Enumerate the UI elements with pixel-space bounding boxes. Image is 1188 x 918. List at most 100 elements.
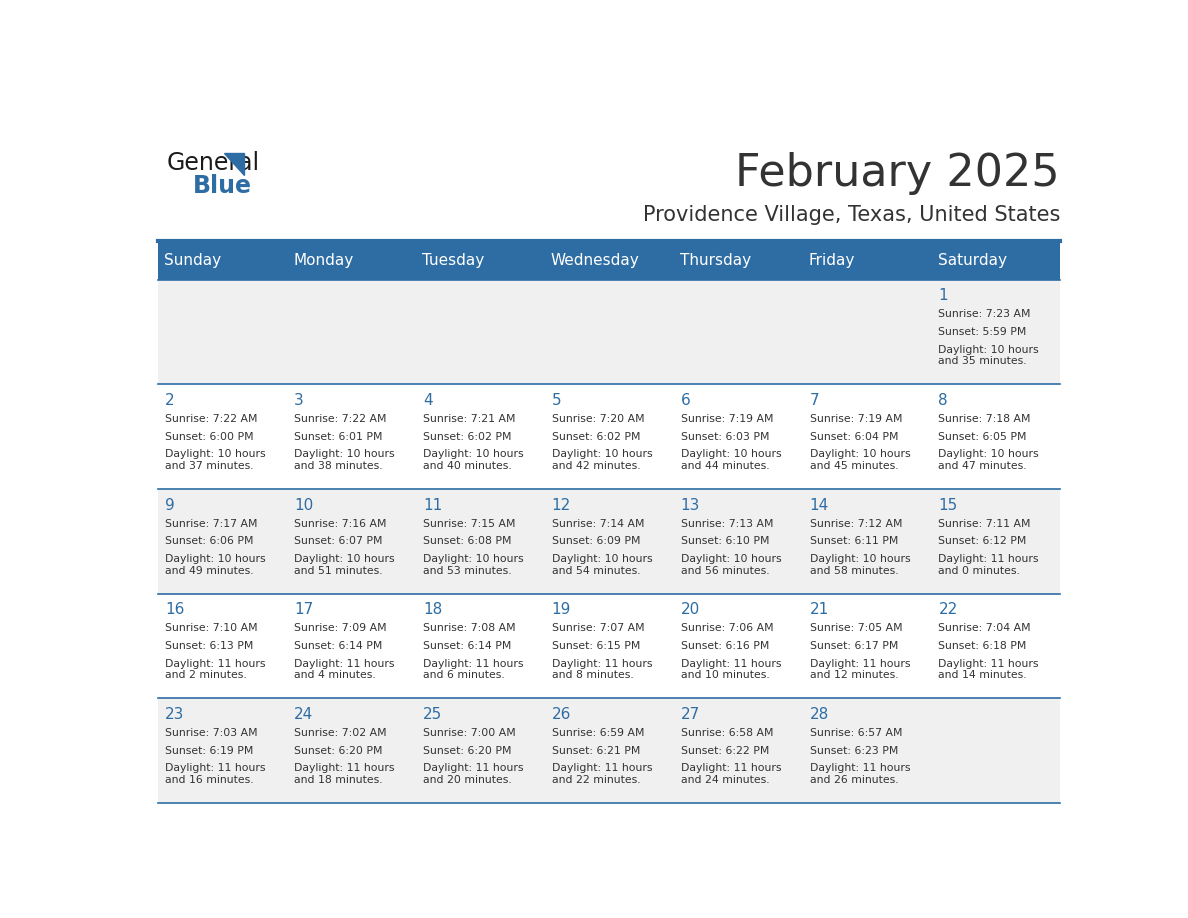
Bar bbox=[158, 385, 1060, 489]
Text: Sunset: 6:16 PM: Sunset: 6:16 PM bbox=[681, 641, 769, 651]
Text: Sunset: 6:08 PM: Sunset: 6:08 PM bbox=[423, 536, 511, 546]
Text: Sunset: 6:12 PM: Sunset: 6:12 PM bbox=[939, 536, 1026, 546]
Bar bbox=[158, 699, 1060, 803]
Text: Daylight: 11 hours
and 6 minutes.: Daylight: 11 hours and 6 minutes. bbox=[423, 659, 524, 680]
Text: Daylight: 11 hours
and 14 minutes.: Daylight: 11 hours and 14 minutes. bbox=[939, 659, 1040, 680]
Text: Sunrise: 7:13 AM: Sunrise: 7:13 AM bbox=[681, 519, 773, 529]
Text: Sunset: 6:14 PM: Sunset: 6:14 PM bbox=[293, 641, 383, 651]
Text: 16: 16 bbox=[165, 602, 184, 617]
Text: Sunset: 6:21 PM: Sunset: 6:21 PM bbox=[551, 745, 640, 756]
Text: Sunrise: 7:19 AM: Sunrise: 7:19 AM bbox=[809, 414, 902, 424]
Text: Daylight: 10 hours
and 47 minutes.: Daylight: 10 hours and 47 minutes. bbox=[939, 450, 1040, 471]
Text: Sunrise: 7:22 AM: Sunrise: 7:22 AM bbox=[165, 414, 258, 424]
Text: Daylight: 10 hours
and 49 minutes.: Daylight: 10 hours and 49 minutes. bbox=[165, 554, 266, 576]
Text: 18: 18 bbox=[423, 602, 442, 617]
Text: Sunrise: 7:16 AM: Sunrise: 7:16 AM bbox=[293, 519, 386, 529]
Text: 21: 21 bbox=[809, 602, 829, 617]
Text: 20: 20 bbox=[681, 602, 700, 617]
Text: 27: 27 bbox=[681, 707, 700, 722]
Text: Sunrise: 6:59 AM: Sunrise: 6:59 AM bbox=[551, 728, 644, 738]
Text: 3: 3 bbox=[293, 393, 304, 408]
Text: Daylight: 10 hours
and 53 minutes.: Daylight: 10 hours and 53 minutes. bbox=[423, 554, 524, 576]
Text: Daylight: 11 hours
and 26 minutes.: Daylight: 11 hours and 26 minutes. bbox=[809, 763, 910, 785]
Text: Sunset: 6:17 PM: Sunset: 6:17 PM bbox=[809, 641, 898, 651]
Text: Sunrise: 7:10 AM: Sunrise: 7:10 AM bbox=[165, 623, 258, 633]
Text: Daylight: 11 hours
and 20 minutes.: Daylight: 11 hours and 20 minutes. bbox=[423, 763, 524, 785]
Text: Sunrise: 7:05 AM: Sunrise: 7:05 AM bbox=[809, 623, 902, 633]
Text: Sunday: Sunday bbox=[164, 252, 221, 268]
Text: Sunset: 6:02 PM: Sunset: 6:02 PM bbox=[551, 431, 640, 442]
Text: Sunrise: 7:14 AM: Sunrise: 7:14 AM bbox=[551, 519, 644, 529]
Text: Sunset: 6:02 PM: Sunset: 6:02 PM bbox=[423, 431, 511, 442]
Text: Sunset: 6:20 PM: Sunset: 6:20 PM bbox=[293, 745, 383, 756]
Text: Sunrise: 7:22 AM: Sunrise: 7:22 AM bbox=[293, 414, 386, 424]
Text: Sunset: 6:15 PM: Sunset: 6:15 PM bbox=[551, 641, 640, 651]
Text: 5: 5 bbox=[551, 393, 562, 408]
Text: 14: 14 bbox=[809, 498, 829, 512]
Text: Providence Village, Texas, United States: Providence Village, Texas, United States bbox=[643, 205, 1060, 225]
Polygon shape bbox=[225, 152, 245, 175]
Text: 12: 12 bbox=[551, 498, 571, 512]
Text: Sunrise: 7:06 AM: Sunrise: 7:06 AM bbox=[681, 623, 773, 633]
Text: Daylight: 10 hours
and 40 minutes.: Daylight: 10 hours and 40 minutes. bbox=[423, 450, 524, 471]
Text: 19: 19 bbox=[551, 602, 571, 617]
Text: Daylight: 11 hours
and 22 minutes.: Daylight: 11 hours and 22 minutes. bbox=[551, 763, 652, 785]
Text: 7: 7 bbox=[809, 393, 820, 408]
Text: Daylight: 10 hours
and 38 minutes.: Daylight: 10 hours and 38 minutes. bbox=[293, 450, 394, 471]
Text: 8: 8 bbox=[939, 393, 948, 408]
Text: Sunrise: 7:02 AM: Sunrise: 7:02 AM bbox=[293, 728, 386, 738]
Text: Sunrise: 7:12 AM: Sunrise: 7:12 AM bbox=[809, 519, 902, 529]
Text: 10: 10 bbox=[293, 498, 314, 512]
Text: Daylight: 11 hours
and 8 minutes.: Daylight: 11 hours and 8 minutes. bbox=[551, 659, 652, 680]
Text: Sunrise: 6:57 AM: Sunrise: 6:57 AM bbox=[809, 728, 902, 738]
Text: 2: 2 bbox=[165, 393, 175, 408]
Text: Sunset: 6:00 PM: Sunset: 6:00 PM bbox=[165, 431, 254, 442]
Text: Daylight: 11 hours
and 2 minutes.: Daylight: 11 hours and 2 minutes. bbox=[165, 659, 266, 680]
Text: Sunset: 6:19 PM: Sunset: 6:19 PM bbox=[165, 745, 253, 756]
Text: Sunset: 6:05 PM: Sunset: 6:05 PM bbox=[939, 431, 1026, 442]
Text: 17: 17 bbox=[293, 602, 314, 617]
Text: Sunrise: 7:17 AM: Sunrise: 7:17 AM bbox=[165, 519, 258, 529]
Text: Sunset: 6:04 PM: Sunset: 6:04 PM bbox=[809, 431, 898, 442]
Text: Sunset: 6:10 PM: Sunset: 6:10 PM bbox=[681, 536, 769, 546]
Text: 26: 26 bbox=[551, 707, 571, 722]
Text: 6: 6 bbox=[681, 393, 690, 408]
Text: Daylight: 10 hours
and 42 minutes.: Daylight: 10 hours and 42 minutes. bbox=[551, 450, 652, 471]
Text: General: General bbox=[166, 151, 260, 175]
Text: Sunset: 6:07 PM: Sunset: 6:07 PM bbox=[293, 536, 383, 546]
Text: Daylight: 10 hours
and 35 minutes.: Daylight: 10 hours and 35 minutes. bbox=[939, 345, 1040, 366]
Text: Daylight: 10 hours
and 37 minutes.: Daylight: 10 hours and 37 minutes. bbox=[165, 450, 266, 471]
Text: Daylight: 11 hours
and 16 minutes.: Daylight: 11 hours and 16 minutes. bbox=[165, 763, 266, 785]
Text: Sunrise: 7:08 AM: Sunrise: 7:08 AM bbox=[423, 623, 516, 633]
Text: Sunrise: 7:03 AM: Sunrise: 7:03 AM bbox=[165, 728, 258, 738]
Text: Daylight: 10 hours
and 45 minutes.: Daylight: 10 hours and 45 minutes. bbox=[809, 450, 910, 471]
Text: 28: 28 bbox=[809, 707, 829, 722]
Text: Wednesday: Wednesday bbox=[551, 252, 639, 268]
Text: 22: 22 bbox=[939, 602, 958, 617]
Text: Daylight: 10 hours
and 58 minutes.: Daylight: 10 hours and 58 minutes. bbox=[809, 554, 910, 576]
Text: 4: 4 bbox=[423, 393, 432, 408]
Text: Sunset: 6:23 PM: Sunset: 6:23 PM bbox=[809, 745, 898, 756]
Bar bbox=[158, 241, 1060, 280]
Text: 25: 25 bbox=[423, 707, 442, 722]
Text: Sunrise: 7:11 AM: Sunrise: 7:11 AM bbox=[939, 519, 1031, 529]
Text: Daylight: 11 hours
and 12 minutes.: Daylight: 11 hours and 12 minutes. bbox=[809, 659, 910, 680]
Text: Daylight: 11 hours
and 0 minutes.: Daylight: 11 hours and 0 minutes. bbox=[939, 554, 1040, 576]
Text: Sunset: 6:22 PM: Sunset: 6:22 PM bbox=[681, 745, 769, 756]
Text: Daylight: 11 hours
and 18 minutes.: Daylight: 11 hours and 18 minutes. bbox=[293, 763, 394, 785]
Text: Sunset: 6:20 PM: Sunset: 6:20 PM bbox=[423, 745, 511, 756]
Text: 24: 24 bbox=[293, 707, 314, 722]
Text: February 2025: February 2025 bbox=[735, 152, 1060, 196]
Text: Blue: Blue bbox=[192, 174, 252, 197]
Text: Friday: Friday bbox=[809, 252, 855, 268]
Text: Sunset: 6:18 PM: Sunset: 6:18 PM bbox=[939, 641, 1026, 651]
Text: 13: 13 bbox=[681, 498, 700, 512]
Bar bbox=[158, 594, 1060, 699]
Text: Sunset: 6:14 PM: Sunset: 6:14 PM bbox=[423, 641, 511, 651]
Text: Sunrise: 7:18 AM: Sunrise: 7:18 AM bbox=[939, 414, 1031, 424]
Text: 23: 23 bbox=[165, 707, 184, 722]
Text: Monday: Monday bbox=[293, 252, 353, 268]
Text: Daylight: 11 hours
and 10 minutes.: Daylight: 11 hours and 10 minutes. bbox=[681, 659, 782, 680]
Text: 11: 11 bbox=[423, 498, 442, 512]
Text: Saturday: Saturday bbox=[937, 252, 1006, 268]
